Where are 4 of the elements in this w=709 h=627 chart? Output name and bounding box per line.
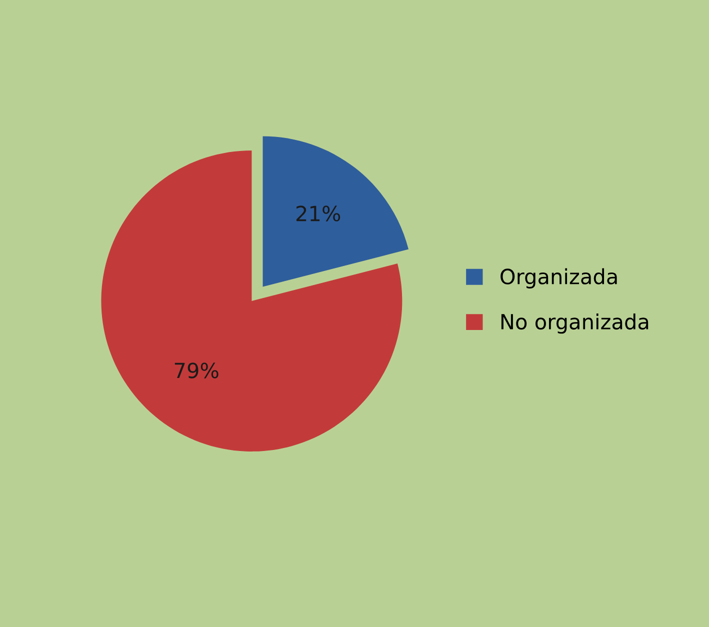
legend-label: Organizada — [500, 268, 617, 288]
data-label: 79% — [174, 362, 218, 378]
data-label: 21% — [296, 206, 340, 222]
legend-label: No organizada — [501, 313, 648, 334]
